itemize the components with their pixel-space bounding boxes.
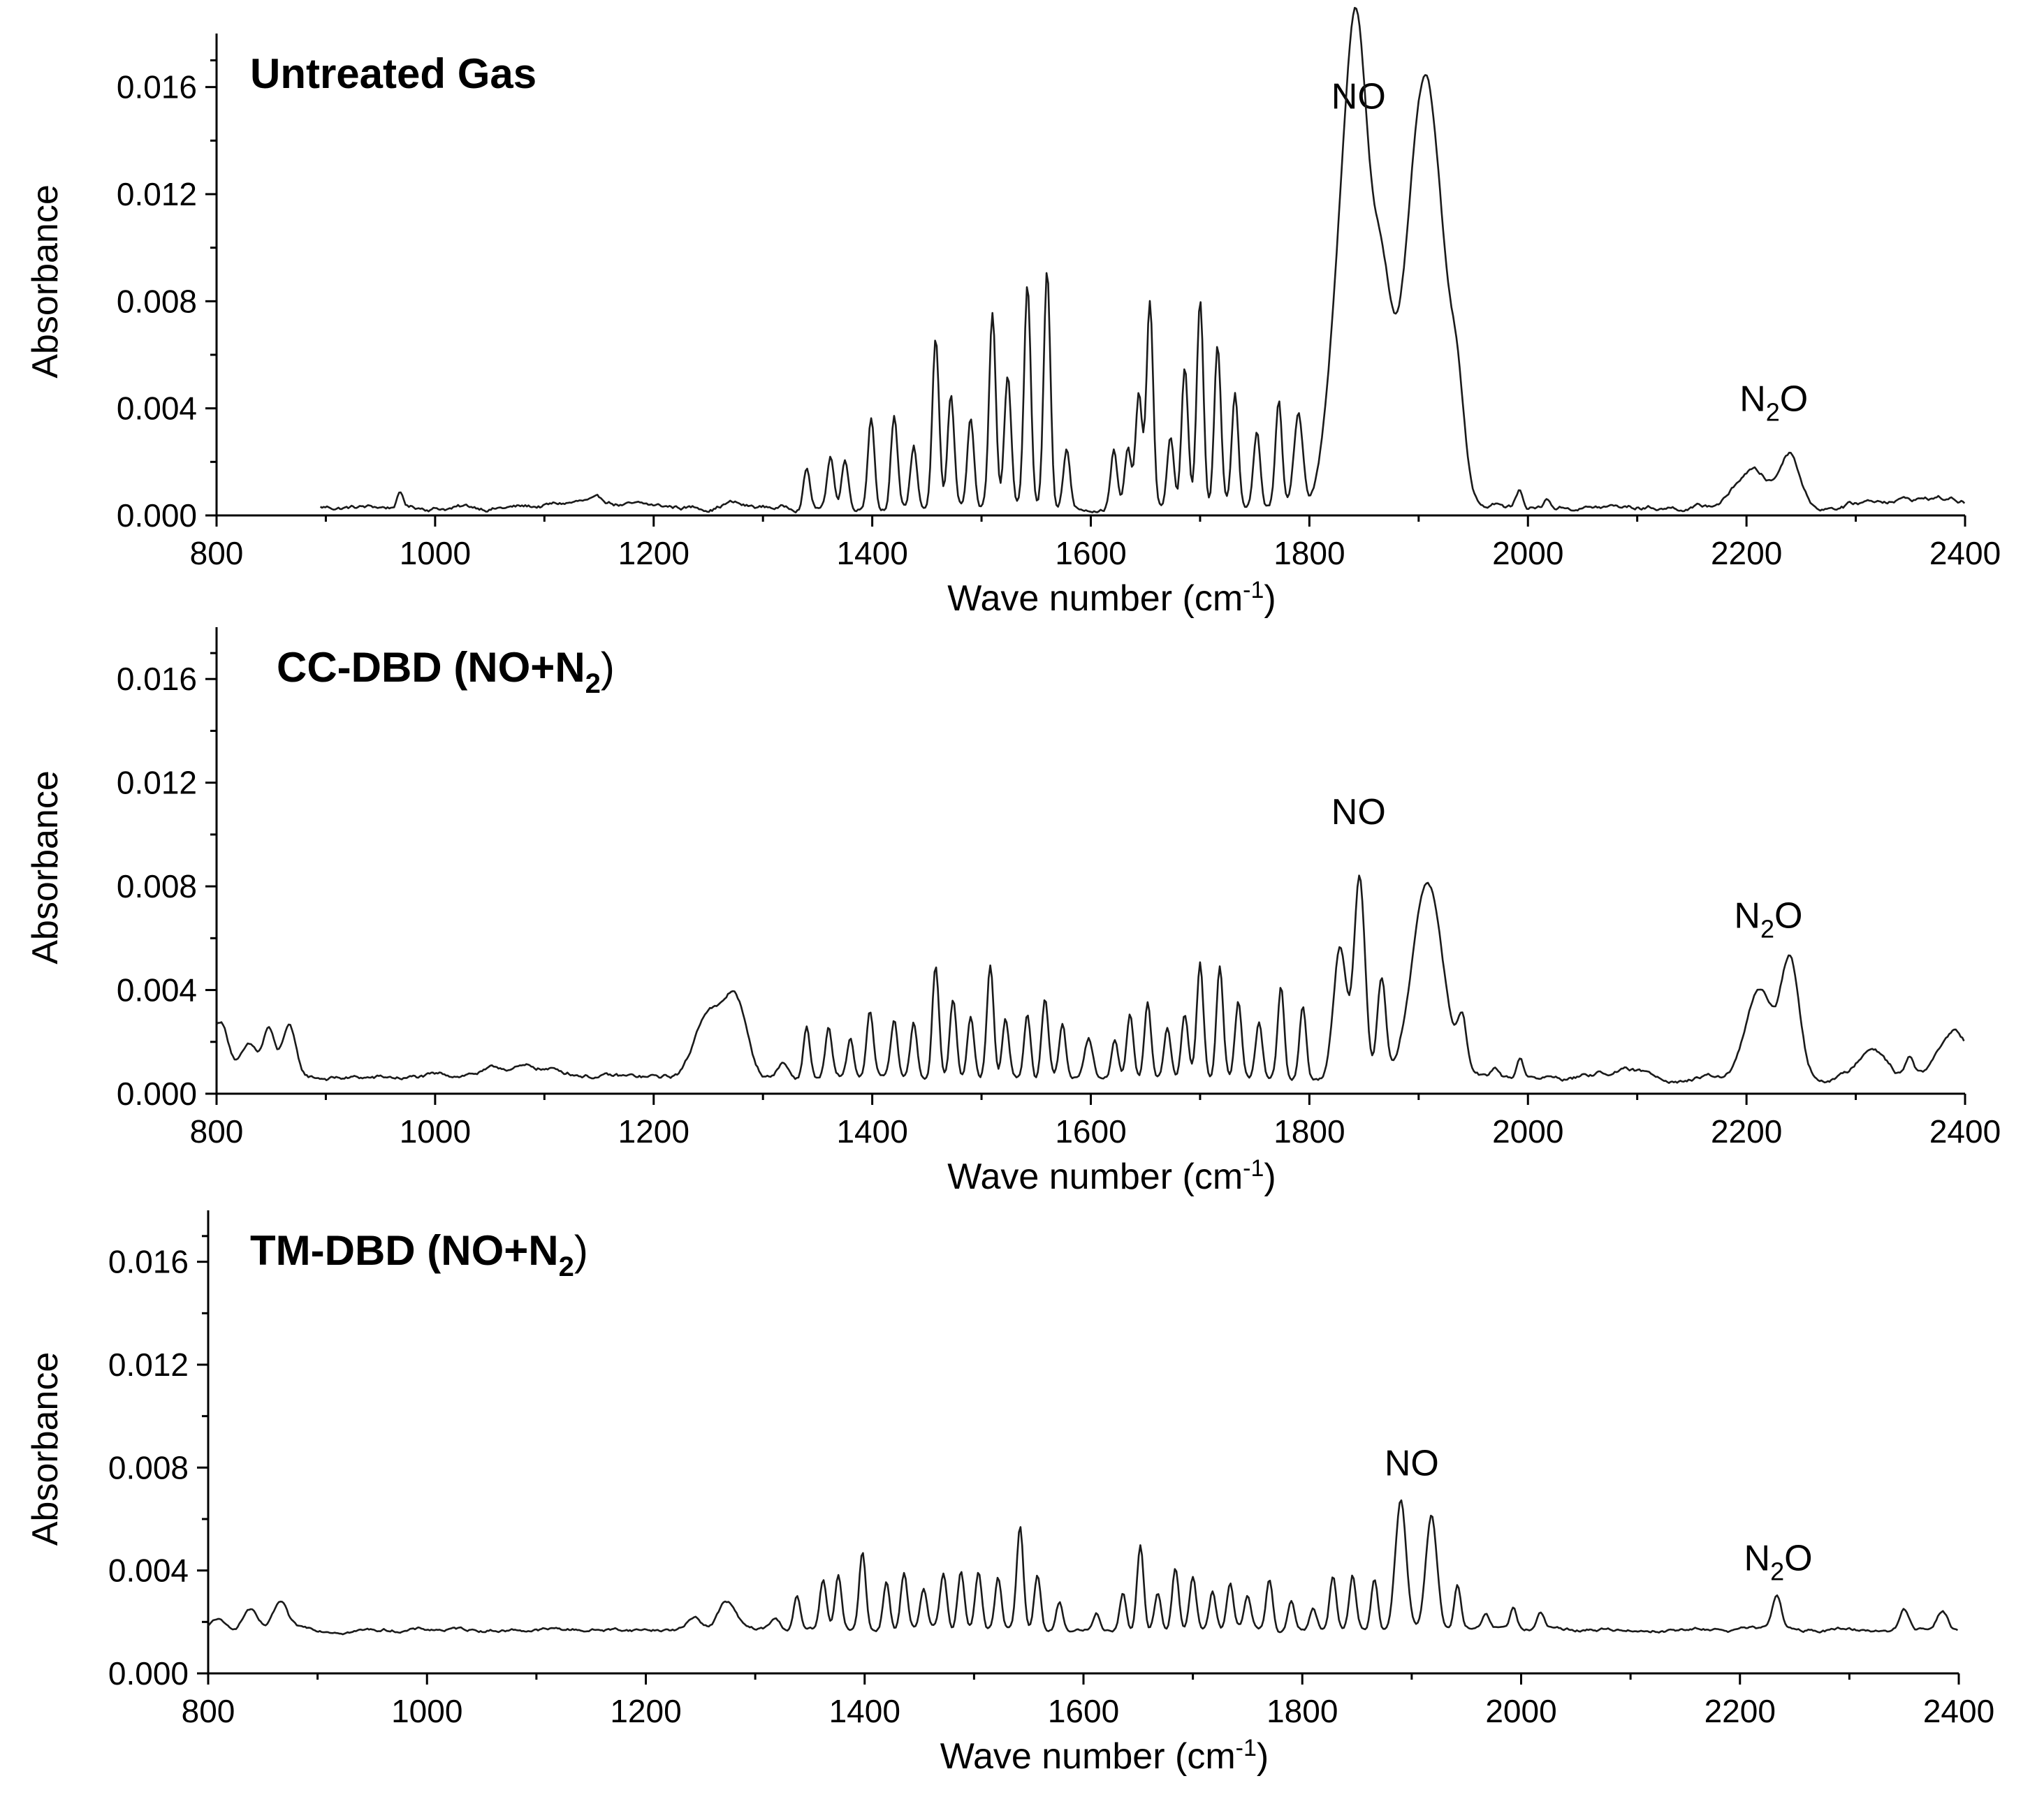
untreated-gas-y-tick-label: 0.012 bbox=[117, 176, 197, 212]
tm-dbd-x-tick-label: 1200 bbox=[610, 1693, 681, 1729]
cc-dbd-y-tick-label: 0.000 bbox=[117, 1076, 197, 1112]
cc-dbd-y-tick-label: 0.004 bbox=[117, 972, 197, 1008]
tm-dbd-x-tick-label: 1600 bbox=[1048, 1693, 1119, 1729]
tm-dbd-y-tick-label: 0.004 bbox=[108, 1553, 189, 1589]
cc-dbd-x-tick-label: 2000 bbox=[1492, 1113, 1563, 1150]
tm-dbd-x-tick-label: 2000 bbox=[1485, 1693, 1556, 1729]
tm-dbd-x-tick-label: 1000 bbox=[391, 1693, 462, 1729]
tm-dbd-x-axis-title: Wave number (cm-1) bbox=[940, 1735, 1269, 1777]
untreated-gas-x-tick-label: 1200 bbox=[618, 535, 689, 571]
cc-dbd-y-tick-label: 0.016 bbox=[117, 661, 197, 697]
tm-dbd-panel-title: TM-DBD (NO+N2) bbox=[250, 1227, 588, 1282]
untreated-gas-y-axis-title: Absorbance bbox=[25, 184, 66, 379]
untreated-gas-y-tick-label: 0.004 bbox=[117, 390, 197, 427]
tm-dbd-x-tick-label: 800 bbox=[182, 1693, 235, 1729]
panel-cc-dbd: 800 1000 1200 1400 1600 1800 2000 2200 2400 0.000… bbox=[25, 627, 2001, 1197]
untreated-gas-x-tick-label: 2200 bbox=[1711, 535, 1782, 571]
tm-dbd-y-tick-label: 0.012 bbox=[108, 1347, 189, 1383]
cc-dbd-x-tick-label: 1600 bbox=[1055, 1113, 1126, 1150]
cc-dbd-x-tick-label: 2400 bbox=[1929, 1113, 2001, 1150]
cc-dbd-x-tick-label: 800 bbox=[190, 1113, 244, 1150]
cc-dbd-x-tick-label: 1400 bbox=[836, 1113, 907, 1150]
cc-dbd-y-tick-label: 0.008 bbox=[117, 868, 197, 904]
cc-dbd-no-label: NO bbox=[1331, 792, 1386, 833]
tm-dbd-y-tick-label: 0.008 bbox=[108, 1449, 189, 1486]
panel-tm-dbd: 800 1000 1200 1400 1600 1800 2000 2200 2400 0.000… bbox=[25, 1210, 1994, 1777]
untreated-gas-no-label: NO bbox=[1331, 76, 1386, 117]
tm-dbd-spectrum-line bbox=[207, 1499, 1959, 1636]
cc-dbd-x-tick-label: 1200 bbox=[618, 1113, 689, 1150]
untreated-gas-panel-title: Untreated Gas bbox=[250, 50, 536, 97]
untreated-gas-x-tick-label: 1400 bbox=[836, 535, 907, 571]
panel-untreated-gas: 800 1000 1200 1400 1600 1800 2000 2200 2400 0.000… bbox=[25, 6, 2001, 619]
tm-dbd-x-tick-label: 1800 bbox=[1266, 1693, 1338, 1729]
untreated-gas-x-tick-label: 1600 bbox=[1055, 535, 1126, 571]
cc-dbd-x-axis-title: Wave number (cm-1) bbox=[947, 1155, 1276, 1197]
untreated-gas-y-tick-label: 0.016 bbox=[117, 69, 197, 105]
cc-dbd-y-tick-label: 0.012 bbox=[117, 765, 197, 801]
tm-dbd-n2o-label: N2O bbox=[1744, 1539, 1813, 1586]
untreated-gas-y-tick-label: 0.008 bbox=[117, 283, 197, 319]
untreated-gas-y-tick-label: 0.000 bbox=[117, 497, 197, 534]
untreated-gas-x-tick-label: 1800 bbox=[1273, 535, 1345, 571]
tm-dbd-y-axis-title: Absorbance bbox=[25, 1352, 66, 1546]
cc-dbd-x-tick-label: 2200 bbox=[1711, 1113, 1782, 1150]
tm-dbd-y-tick-label: 0.016 bbox=[108, 1244, 189, 1280]
untreated-gas-spectrum-line bbox=[319, 6, 1966, 514]
tm-dbd-x-tick-label: 2200 bbox=[1704, 1693, 1776, 1729]
tm-dbd-x-tick-label: 1400 bbox=[829, 1693, 900, 1729]
untreated-gas-x-axis-title: Wave number (cm-1) bbox=[947, 577, 1276, 619]
cc-dbd-y-axis-title: Absorbance bbox=[25, 770, 66, 964]
cc-dbd-x-tick-label: 1000 bbox=[400, 1113, 471, 1150]
untreated-gas-x-tick-label: 2000 bbox=[1492, 535, 1563, 571]
tm-dbd-no-label: NO bbox=[1385, 1443, 1439, 1483]
tm-dbd-y-tick-label: 0.000 bbox=[108, 1655, 189, 1692]
untreated-gas-x-tick-label: 1000 bbox=[400, 535, 471, 571]
cc-dbd-panel-title: CC-DBD (NO+N2) bbox=[277, 644, 615, 699]
untreated-gas-x-tick-label: 2400 bbox=[1929, 535, 2001, 571]
tm-dbd-x-tick-label: 2400 bbox=[1923, 1693, 1994, 1729]
cc-dbd-x-tick-label: 1800 bbox=[1273, 1113, 1345, 1150]
cc-dbd-spectrum-line bbox=[216, 874, 1965, 1084]
untreated-gas-n2o-label: N2O bbox=[1739, 379, 1808, 427]
cc-dbd-n2o-label: N2O bbox=[1734, 895, 1802, 943]
untreated-gas-x-tick-label: 800 bbox=[190, 535, 244, 571]
